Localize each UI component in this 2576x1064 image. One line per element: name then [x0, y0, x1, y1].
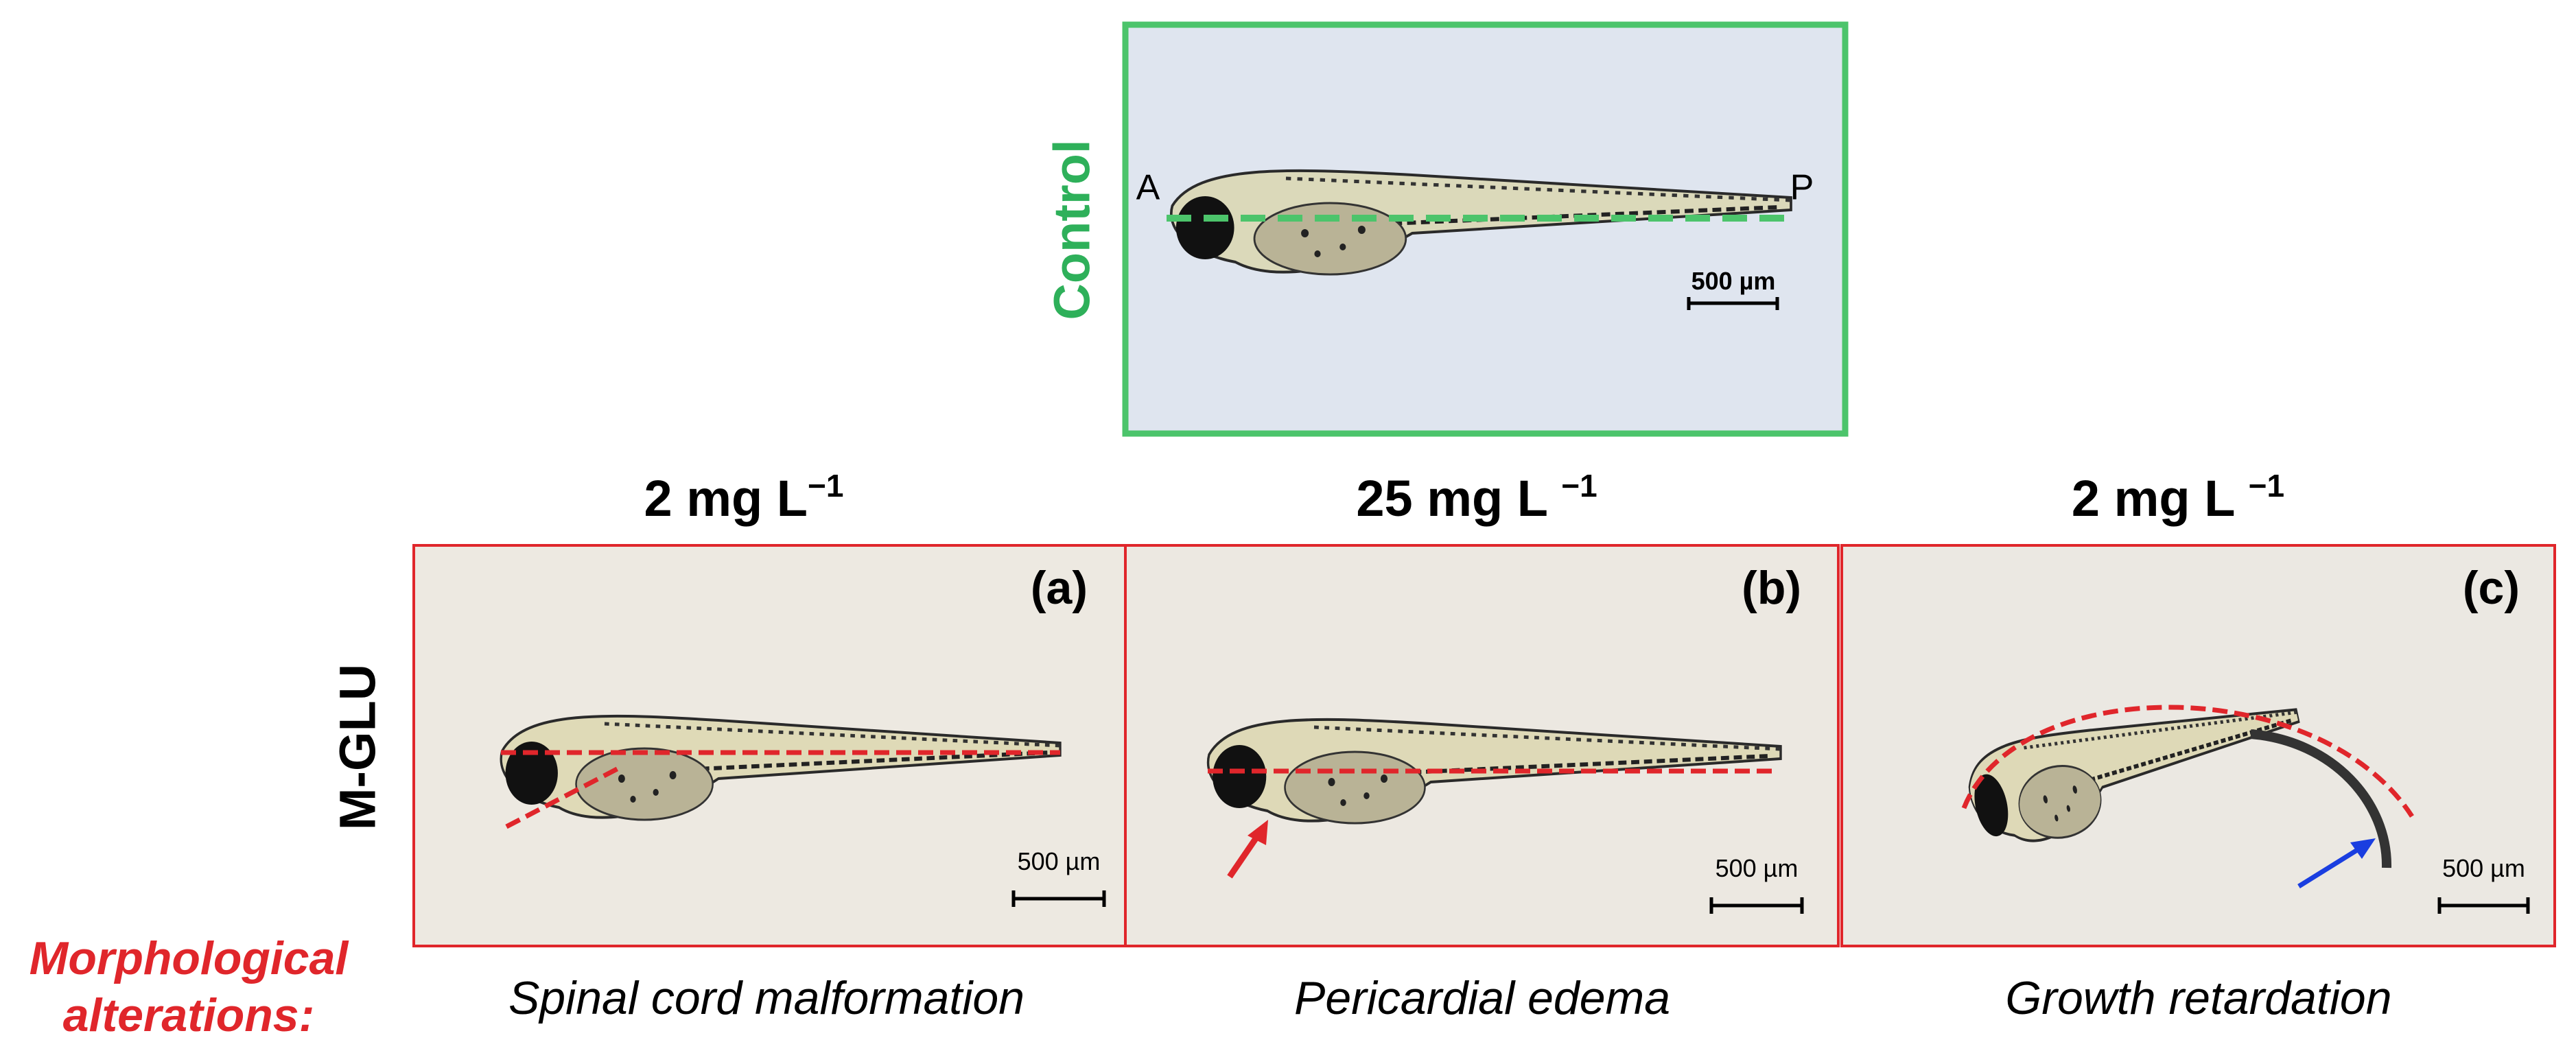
concentration-text: 2 mg L [2072, 470, 2249, 527]
arrow-head [1248, 820, 1268, 845]
control-label: Control [1044, 139, 1101, 320]
anterior-label: A [1136, 168, 1160, 208]
scale-bar [2437, 897, 2530, 914]
panel-label: (b) [1742, 562, 1801, 614]
scale-label: 500 µm [1691, 267, 1776, 295]
scale-label: 500 µm [2442, 854, 2525, 882]
arrow [1227, 831, 1262, 879]
alteration: Growth retardation [2005, 972, 2391, 1024]
panel-label: (a) [1031, 562, 1088, 614]
posterior-label: P [1790, 168, 1814, 208]
arrow-head [2350, 838, 2376, 859]
concentration-text: 2 mg L [644, 470, 808, 527]
panel-label: (c) [2463, 562, 2520, 614]
dashed-curve [1961, 705, 2414, 818]
alteration: Pericardial edema [1294, 972, 1670, 1024]
scale-bar [1687, 297, 1779, 310]
concentration-exponent: −1 [2249, 468, 2284, 504]
concentration-exponent: −1 [808, 468, 843, 504]
larva-c-tail [2250, 729, 2392, 868]
scale-bar [1011, 890, 1106, 907]
concentration-text: 25 mg L [1356, 470, 1561, 527]
row-label: alterations: [63, 989, 315, 1041]
scale-bar [1709, 897, 1804, 914]
alteration: Spinal cord malformation [508, 972, 1024, 1024]
row-label: Morphological [30, 932, 350, 984]
concentration: 2 mg L −1 [2072, 468, 2284, 527]
scale-label: 500 µm [1716, 854, 1799, 882]
concentration: 2 mg L−1 [644, 468, 844, 527]
treatment-label: M-GLU [329, 664, 386, 831]
arrow [2297, 846, 2362, 888]
concentration: 25 mg L −1 [1356, 468, 1597, 527]
scale-label: 500 µm [1018, 847, 1101, 875]
concentration-exponent: −1 [1561, 468, 1597, 504]
